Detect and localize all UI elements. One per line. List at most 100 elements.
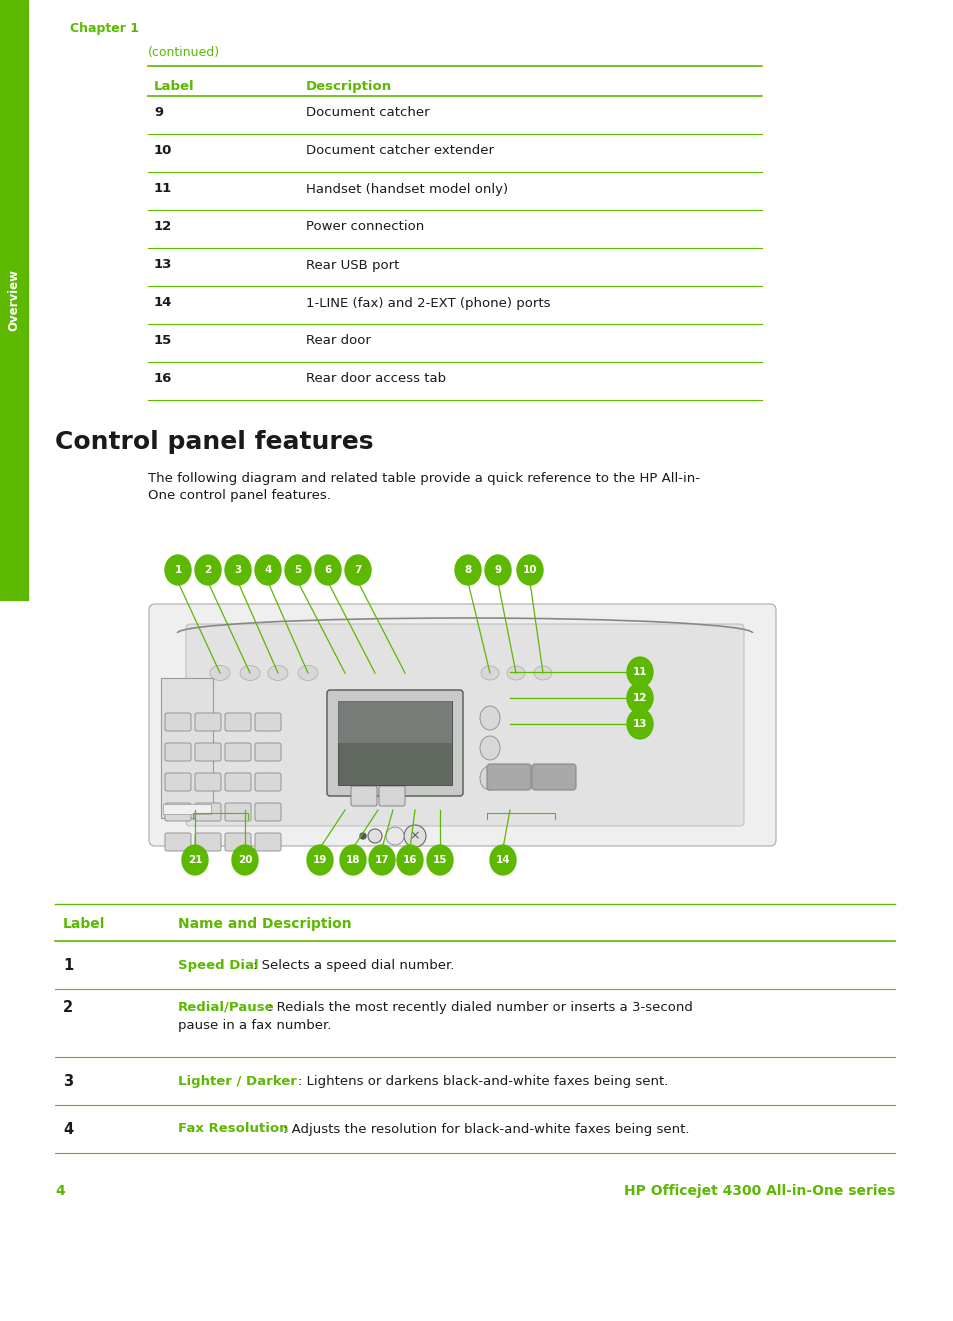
FancyBboxPatch shape <box>225 742 251 761</box>
Text: 10: 10 <box>522 565 537 575</box>
Text: Rear door access tab: Rear door access tab <box>306 373 446 386</box>
Text: (continued): (continued) <box>148 46 220 59</box>
Ellipse shape <box>368 830 381 843</box>
Text: 16: 16 <box>153 373 172 386</box>
Ellipse shape <box>479 705 499 731</box>
Text: Chapter 1: Chapter 1 <box>70 22 139 34</box>
Ellipse shape <box>626 683 652 713</box>
Text: 4: 4 <box>63 1122 73 1136</box>
Text: 11: 11 <box>153 182 172 196</box>
Ellipse shape <box>307 845 333 875</box>
FancyBboxPatch shape <box>165 742 191 761</box>
Text: 3: 3 <box>63 1074 73 1089</box>
Text: Fax Resolution: Fax Resolution <box>178 1123 288 1136</box>
Text: 6: 6 <box>324 565 332 575</box>
Text: 7: 7 <box>354 565 361 575</box>
Ellipse shape <box>345 555 371 585</box>
Ellipse shape <box>534 666 552 680</box>
Ellipse shape <box>268 666 288 680</box>
FancyBboxPatch shape <box>254 834 281 851</box>
FancyBboxPatch shape <box>532 764 576 790</box>
Text: 1: 1 <box>63 958 73 972</box>
Ellipse shape <box>396 845 422 875</box>
FancyBboxPatch shape <box>486 764 531 790</box>
Ellipse shape <box>254 555 281 585</box>
Text: 12: 12 <box>153 221 172 234</box>
Text: 1-LINE (fax) and 2-EXT (phone) ports: 1-LINE (fax) and 2-EXT (phone) ports <box>306 296 550 309</box>
Text: 10: 10 <box>153 144 172 157</box>
Text: 13: 13 <box>632 719 646 729</box>
FancyBboxPatch shape <box>165 713 191 731</box>
Ellipse shape <box>285 555 311 585</box>
Text: 12: 12 <box>632 694 646 703</box>
FancyBboxPatch shape <box>194 773 221 791</box>
Ellipse shape <box>210 666 230 680</box>
Ellipse shape <box>484 555 511 585</box>
Ellipse shape <box>182 845 208 875</box>
Ellipse shape <box>225 555 251 585</box>
Text: 8: 8 <box>464 565 471 575</box>
Text: Document catcher extender: Document catcher extender <box>306 144 494 157</box>
Ellipse shape <box>314 555 340 585</box>
FancyBboxPatch shape <box>194 742 221 761</box>
FancyBboxPatch shape <box>254 773 281 791</box>
Text: Power connection: Power connection <box>306 221 424 234</box>
Ellipse shape <box>479 766 499 790</box>
FancyBboxPatch shape <box>194 803 221 820</box>
Text: 2: 2 <box>204 565 212 575</box>
Text: 15: 15 <box>153 334 172 347</box>
FancyBboxPatch shape <box>194 713 221 731</box>
Text: 18: 18 <box>345 855 360 865</box>
FancyBboxPatch shape <box>186 624 743 826</box>
Text: ×: × <box>410 830 420 843</box>
Text: 15: 15 <box>433 855 447 865</box>
Ellipse shape <box>339 845 366 875</box>
Ellipse shape <box>506 666 524 680</box>
Text: 20: 20 <box>237 855 252 865</box>
Text: 19: 19 <box>313 855 327 865</box>
Text: Control panel features: Control panel features <box>55 431 374 454</box>
Ellipse shape <box>240 666 260 680</box>
Text: 16: 16 <box>402 855 416 865</box>
Text: 14: 14 <box>496 855 510 865</box>
Text: 17: 17 <box>375 855 389 865</box>
Text: 4: 4 <box>55 1184 65 1198</box>
Text: One control panel features.: One control panel features. <box>148 489 331 502</box>
Ellipse shape <box>403 826 426 847</box>
FancyBboxPatch shape <box>254 803 281 820</box>
FancyBboxPatch shape <box>254 742 281 761</box>
Text: 13: 13 <box>153 259 172 272</box>
FancyBboxPatch shape <box>225 773 251 791</box>
Ellipse shape <box>480 666 498 680</box>
Text: Handset (handset model only): Handset (handset model only) <box>306 182 508 196</box>
Text: : Lightens or darkens black-and-white faxes being sent.: : Lightens or darkens black-and-white fa… <box>297 1074 668 1087</box>
Text: Rear door: Rear door <box>306 334 371 347</box>
Text: Document catcher: Document catcher <box>306 107 429 119</box>
FancyBboxPatch shape <box>225 713 251 731</box>
FancyBboxPatch shape <box>165 834 191 851</box>
Ellipse shape <box>297 666 317 680</box>
Text: Label: Label <box>63 917 105 931</box>
Ellipse shape <box>386 827 403 845</box>
FancyBboxPatch shape <box>165 773 191 791</box>
Text: 5: 5 <box>294 565 301 575</box>
Text: Redial/Pause: Redial/Pause <box>178 1000 274 1013</box>
Text: Overview: Overview <box>8 269 20 332</box>
Ellipse shape <box>517 555 542 585</box>
Circle shape <box>359 834 366 839</box>
Ellipse shape <box>479 736 499 760</box>
Text: Name and Description: Name and Description <box>178 917 352 931</box>
Ellipse shape <box>165 555 191 585</box>
FancyBboxPatch shape <box>225 803 251 820</box>
Text: 14: 14 <box>153 296 172 309</box>
Text: 4: 4 <box>264 565 272 575</box>
FancyBboxPatch shape <box>378 786 405 806</box>
Text: Description: Description <box>306 81 392 92</box>
Text: 2: 2 <box>63 1000 73 1015</box>
FancyBboxPatch shape <box>149 604 775 845</box>
Ellipse shape <box>427 845 453 875</box>
FancyBboxPatch shape <box>165 803 191 820</box>
Bar <box>163 804 211 814</box>
Text: 3: 3 <box>234 565 241 575</box>
Text: 1: 1 <box>174 565 181 575</box>
